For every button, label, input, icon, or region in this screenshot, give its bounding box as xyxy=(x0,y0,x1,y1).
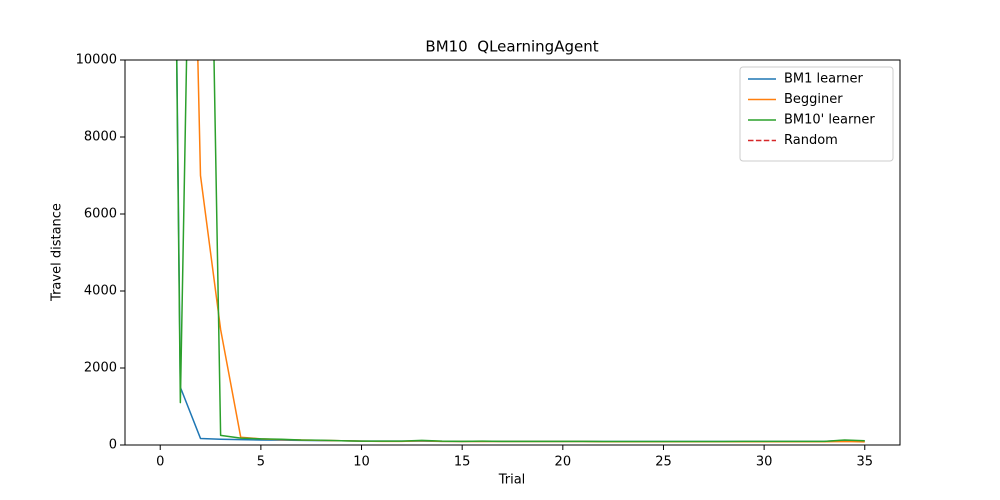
y-tick-label: 6000 xyxy=(84,207,117,222)
y-tick-label: 8000 xyxy=(84,130,117,145)
x-tick-label: 10 xyxy=(353,455,370,470)
x-tick-label: 0 xyxy=(156,455,164,470)
y-tick-label: 2000 xyxy=(84,361,117,376)
series-line xyxy=(175,60,865,443)
x-tick-label: 5 xyxy=(257,455,265,470)
chart-title: BM10 QLearningAgent xyxy=(425,38,598,56)
legend-label: BM1 learner xyxy=(784,72,863,87)
legend-label: Random xyxy=(784,133,838,148)
x-tick-label: 20 xyxy=(555,455,572,470)
legend-label: BM10' learner xyxy=(784,113,875,128)
legend-box xyxy=(739,66,894,162)
x-tick-label: 25 xyxy=(655,455,672,470)
y-tick-label: 4000 xyxy=(84,284,117,299)
x-tick-label: 35 xyxy=(856,455,873,470)
x-tick-label: 30 xyxy=(756,455,773,470)
plot-frame xyxy=(124,59,901,446)
x-axis-label: Trial xyxy=(498,473,526,488)
legend-label: Begginer xyxy=(784,92,843,107)
y-tick-label: 10000 xyxy=(76,53,117,68)
x-tick-label: 15 xyxy=(454,455,471,470)
plot-lines xyxy=(175,60,865,443)
y-tick-label: 0 xyxy=(109,438,117,453)
y-axis-label: Travel distance xyxy=(50,203,65,302)
